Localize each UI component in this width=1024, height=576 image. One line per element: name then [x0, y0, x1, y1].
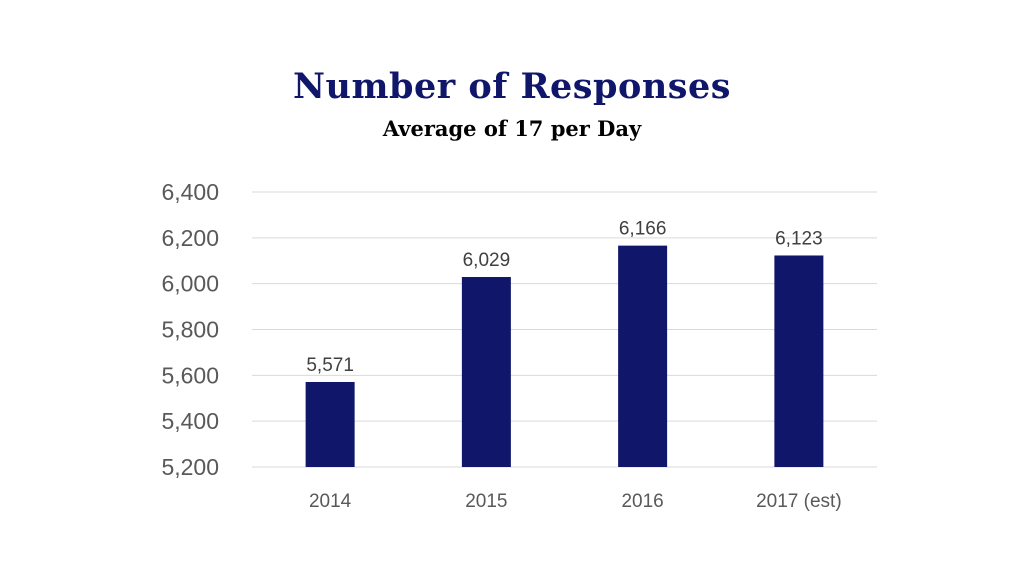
x-tick-label: 2014	[309, 491, 352, 512]
x-tick-label: 2017 (est)	[756, 491, 842, 512]
bar-2017-est	[774, 255, 824, 467]
bar-2015	[461, 277, 511, 467]
chart-subtitle: Average of 17 per Day	[382, 116, 642, 141]
bar-2014	[305, 381, 355, 467]
bar-2016	[618, 245, 668, 467]
x-axis-tick-labels: 2014 2015 2016 2017 (est)	[309, 491, 842, 512]
y-tick-label: 5,800	[161, 317, 219, 343]
y-tick-label: 6,200	[161, 225, 219, 251]
bars	[305, 245, 824, 467]
chart-title: Number of Responses	[293, 66, 731, 107]
y-tick-label: 6,000	[161, 271, 219, 297]
data-label: 6,123	[775, 228, 823, 249]
gridlines	[252, 191, 877, 468]
y-tick-label: 5,400	[161, 408, 219, 434]
y-tick-label: 5,600	[161, 362, 219, 388]
data-labels: 5,571 6,029 6,166 6,123	[306, 219, 822, 376]
data-label: 5,571	[306, 355, 354, 376]
x-tick-label: 2015	[465, 491, 507, 512]
x-tick-label: 2016	[621, 491, 663, 512]
y-axis-tick-labels: 5,200 5,400 5,600 5,800 6,000 6,200 6,400	[161, 179, 219, 480]
data-label: 6,166	[619, 219, 667, 240]
data-label: 6,029	[463, 250, 511, 271]
y-tick-label: 5,200	[161, 454, 219, 480]
y-tick-label: 6,400	[161, 179, 219, 205]
